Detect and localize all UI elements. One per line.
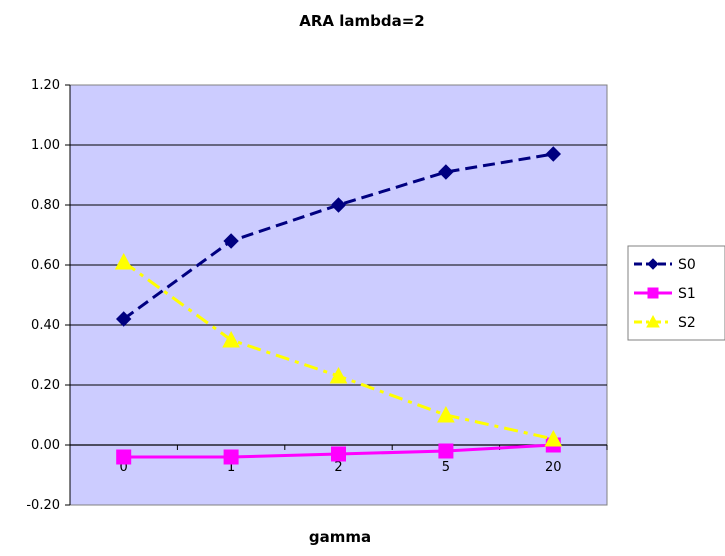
data-point — [223, 233, 239, 249]
legend-marker — [647, 287, 659, 299]
x-tick-label: 1 — [227, 460, 235, 475]
y-tick-labels: -0.20 0.00 0.20 0.40 0.60 0.80 1.00 1.20 — [26, 78, 60, 513]
y-tick-label: 0.80 — [31, 198, 60, 213]
legend-item-s1: S1 — [634, 286, 696, 302]
data-point — [114, 252, 133, 270]
legend-item-s2: S2 — [634, 314, 696, 331]
legend-item-s0: S0 — [634, 257, 696, 273]
data-point — [437, 405, 455, 423]
x-axis-title: gamma — [309, 528, 371, 546]
y-tick-label: 1.20 — [31, 78, 60, 93]
y-tick-label: 0.20 — [31, 378, 60, 393]
data-point — [116, 449, 132, 465]
legend-label: S2 — [678, 315, 696, 331]
y-tick-label: 0.60 — [31, 258, 60, 273]
chart-title: ARA lambda=2 — [299, 12, 425, 30]
series-s2 — [114, 252, 563, 447]
plot-area — [69, 84, 608, 506]
data-point — [223, 449, 239, 465]
legend-label: S1 — [678, 286, 696, 302]
data-point — [544, 429, 563, 447]
data-point — [545, 146, 562, 162]
x-tick-label: 5 — [442, 460, 450, 475]
y-tick-label: 1.00 — [31, 138, 60, 153]
data-point — [438, 443, 454, 459]
data-point — [222, 330, 240, 348]
series-group — [114, 146, 563, 465]
series-s0 — [115, 146, 562, 327]
y-tick-label: -0.20 — [26, 498, 60, 513]
legend-marker — [647, 258, 659, 270]
y-tick-label: 0.40 — [31, 318, 60, 333]
data-point — [438, 164, 454, 180]
y-tick-label: 0.00 — [31, 438, 60, 453]
legend-marker — [646, 314, 660, 328]
legend-label: S0 — [678, 257, 696, 273]
data-point — [331, 446, 346, 462]
legend-items: S0 S1 S2 — [634, 257, 696, 331]
legend: S0 S1 S2 — [627, 245, 725, 341]
x-tick-label: 0 — [120, 460, 128, 475]
data-point — [329, 366, 348, 384]
axes — [69, 85, 608, 505]
x-tick-label: 20 — [545, 460, 562, 475]
x-tick-labels: 0 1 2 5 20 — [120, 460, 562, 475]
x-tick-label: 2 — [334, 460, 342, 475]
data-point — [115, 311, 132, 327]
data-point — [330, 197, 347, 213]
